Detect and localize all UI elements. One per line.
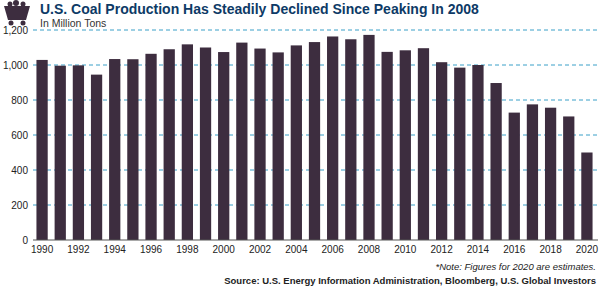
bar [581, 153, 592, 241]
y-tick-label: 1,200 [3, 25, 28, 36]
bar [91, 75, 102, 240]
bar [55, 66, 66, 240]
icon-coal [21, 2, 26, 7]
x-tick-label: 1994 [104, 244, 127, 255]
bar [36, 60, 47, 240]
x-tick-label: 2004 [285, 244, 308, 255]
x-tick-label: 1998 [176, 244, 199, 255]
icon [4, 0, 30, 26]
bars [36, 35, 592, 240]
y-tick-label: 800 [11, 95, 28, 106]
bar [236, 43, 247, 240]
y-tick-label: 1,000 [3, 60, 28, 71]
x-tick-label: 2016 [503, 244, 526, 255]
bar [363, 35, 374, 240]
grid-line [33, 30, 598, 31]
bar [454, 68, 465, 240]
subtitle: In Million Tons [40, 17, 106, 29]
title: U.S. Coal Production Has Steadily Declin… [40, 1, 479, 17]
x-tick-label: 1990 [31, 244, 54, 255]
bar [200, 48, 211, 241]
bar [127, 59, 138, 240]
bar [109, 59, 120, 240]
x-tick-label: 2002 [249, 244, 272, 255]
x-tick-label: 2014 [467, 244, 490, 255]
x-tick-label: 1992 [67, 244, 90, 255]
bar [309, 42, 320, 240]
bar [291, 45, 302, 240]
icon-cart [4, 6, 30, 20]
x-tick-label: 1996 [140, 244, 163, 255]
bar [273, 52, 284, 240]
bar [545, 108, 556, 240]
source: Source: U.S. Energy Information Administ… [224, 275, 596, 286]
x-tick-label: 2012 [431, 244, 454, 255]
bar [382, 52, 393, 240]
bar [563, 116, 574, 240]
x-tick-label: 2018 [539, 244, 562, 255]
y-tick-label: 400 [11, 165, 28, 176]
y-tick-label: 0 [22, 235, 28, 246]
x-tick-label: 2006 [322, 244, 345, 255]
bar [436, 62, 447, 240]
bar [145, 54, 156, 240]
bar [218, 52, 229, 240]
x-tick-label: 2000 [213, 244, 236, 255]
bar [400, 50, 411, 240]
bar [254, 49, 265, 240]
x-tick-label: 2008 [358, 244, 381, 255]
chart: U.S. Coal Production Has Steadily Declin… [0, 0, 600, 290]
bar [345, 39, 356, 240]
y-tick-label: 200 [11, 200, 28, 211]
bar [472, 65, 483, 240]
note: *Note: Figures for 2020 are estimates. [435, 261, 596, 272]
icon-coal [8, 2, 13, 7]
x-tick-label: 2020 [576, 244, 599, 255]
bar [509, 113, 520, 240]
bar [490, 83, 501, 240]
bar [182, 44, 193, 240]
bar [418, 48, 429, 240]
bar [527, 104, 538, 240]
bar [164, 49, 175, 240]
y-tick-label: 600 [11, 130, 28, 141]
x-axis-line [33, 240, 598, 241]
bar [73, 65, 84, 240]
icon-coal [13, 0, 19, 6]
bar [327, 36, 338, 240]
x-tick-label: 2010 [394, 244, 417, 255]
